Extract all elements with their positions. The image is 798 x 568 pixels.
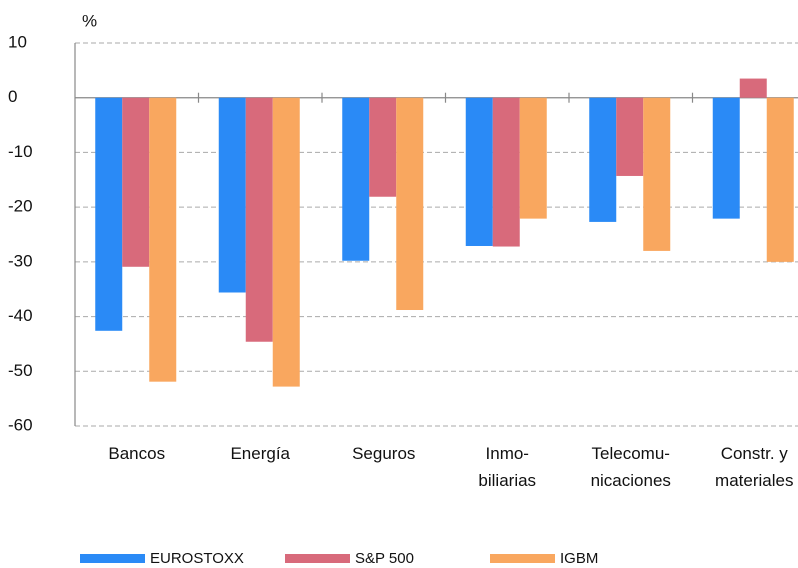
x-tick-label-line: biliarias — [478, 471, 536, 490]
bar — [369, 97, 397, 197]
bar — [218, 97, 246, 293]
bar — [616, 97, 644, 176]
bar — [712, 97, 740, 219]
x-tick-label: Seguros — [352, 444, 415, 463]
bar — [465, 97, 493, 246]
x-tick-label-line: nicaciones — [591, 471, 671, 490]
bar — [95, 97, 123, 331]
bar — [643, 97, 671, 251]
x-tick-label: Bancos — [108, 444, 165, 463]
bar — [245, 97, 273, 342]
bar — [149, 97, 177, 382]
x-tick-label-line: Constr. y — [721, 444, 789, 463]
x-tick-label: Energía — [230, 444, 290, 463]
legend-label: EUROSTOXX — [150, 550, 244, 567]
bar — [766, 97, 794, 262]
bar — [342, 97, 370, 261]
legend-label: S&P 500 — [355, 550, 414, 567]
bar — [492, 97, 520, 247]
x-tick-label-line: Seguros — [352, 444, 415, 463]
bar — [519, 97, 547, 219]
y-tick-label: -20 — [8, 197, 33, 216]
x-tick-label-line: materiales — [715, 471, 793, 490]
legend-label: IGBM — [560, 550, 598, 567]
legend-swatch — [80, 554, 145, 563]
y-tick-label: -10 — [8, 142, 33, 161]
x-tick-label: Telecomu-nicaciones — [591, 444, 671, 490]
bar — [739, 78, 767, 98]
x-tick-label: Inmo-biliarias — [478, 444, 536, 490]
x-tick-label-line: Bancos — [108, 444, 165, 463]
x-tick-label-line: Inmo- — [486, 444, 529, 463]
x-tick-label: Constr. y materiales — [715, 444, 793, 490]
bar — [396, 97, 424, 311]
y-tick-label: 10 — [8, 32, 27, 51]
y-tick-label: 0 — [8, 87, 17, 106]
bar — [589, 97, 617, 222]
y-tick-label: -40 — [8, 306, 33, 325]
y-unit: % — [82, 11, 97, 30]
y-tick-label: -30 — [8, 251, 33, 270]
legend-swatch — [285, 554, 350, 563]
bar — [122, 97, 150, 267]
legend-swatch — [490, 554, 555, 563]
y-tick-label: -60 — [8, 415, 33, 434]
x-tick-label-line: Energía — [230, 444, 290, 463]
bar — [272, 97, 300, 387]
y-tick-label: -50 — [8, 361, 33, 380]
x-tick-label-line: Telecomu- — [592, 444, 670, 463]
